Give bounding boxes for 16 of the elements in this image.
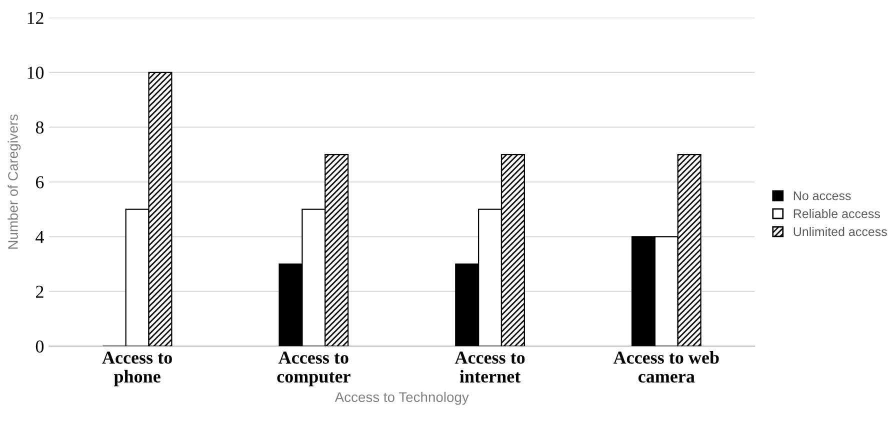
x-axis-title: Access to Technology xyxy=(334,392,469,405)
y-tick-label: 2 xyxy=(36,286,44,298)
legend-label: No access xyxy=(794,191,851,200)
legend-label: Reliable access xyxy=(794,208,880,218)
x-tick-label: Access to web camera xyxy=(613,351,719,383)
x-tick-label: Access to computer xyxy=(277,352,350,386)
y-tick-label: 10 xyxy=(28,66,44,79)
y-tick-label: 8 xyxy=(36,121,44,134)
y-axis-title: Number of Caregivers xyxy=(8,114,21,249)
y-tick-label: 12 xyxy=(28,12,44,24)
x-tick-label: Access to internet xyxy=(454,352,525,383)
y-tick-label: 0 xyxy=(36,340,44,353)
legend-label: Unlimited access xyxy=(794,226,887,236)
y-tick-label: 4 xyxy=(36,231,44,243)
y-tick-label: 6 xyxy=(36,176,44,188)
x-tick-label: Access to phone xyxy=(102,352,172,386)
